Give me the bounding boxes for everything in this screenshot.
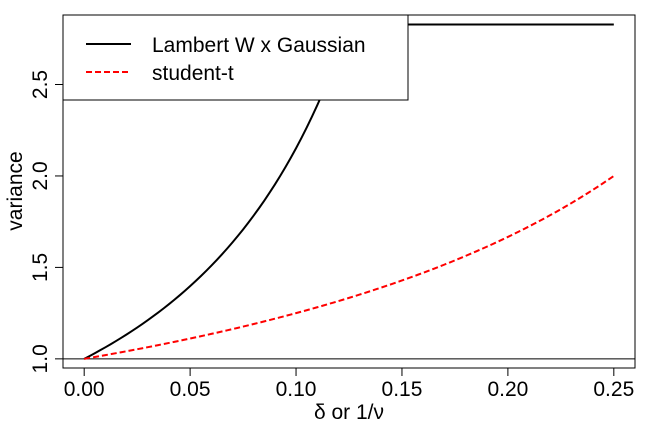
- x-tick-label: 0.05: [170, 378, 211, 401]
- legend-label-lambert: Lambert W x Gaussian: [152, 34, 366, 57]
- y-tick-label: 1.5: [29, 253, 52, 282]
- x-axis: 0.00 0.05 0.10 0.15 0.20 0.25: [64, 367, 634, 401]
- legend: Lambert W x Gaussian student-t: [62, 14, 409, 101]
- x-tick-label: 0.10: [276, 378, 317, 401]
- legend-box: [62, 14, 409, 101]
- y-tick-label: 1.0: [29, 344, 52, 373]
- x-tick-label: 0.15: [382, 378, 423, 401]
- x-axis-label: δ or 1/ν: [314, 401, 384, 424]
- x-tick-label: 0.20: [487, 378, 528, 401]
- legend-label-student: student-t: [152, 62, 234, 85]
- y-tick-label: 2.5: [29, 70, 52, 99]
- y-axis: 1.0 1.5 2.0 2.5: [29, 70, 64, 373]
- x-tick-label: 0.25: [593, 378, 634, 401]
- y-axis-label: variance: [4, 151, 27, 230]
- x-tick-label: 0.00: [64, 378, 105, 401]
- y-tick-label: 2.0: [29, 161, 52, 190]
- series-line-1: [84, 175, 615, 360]
